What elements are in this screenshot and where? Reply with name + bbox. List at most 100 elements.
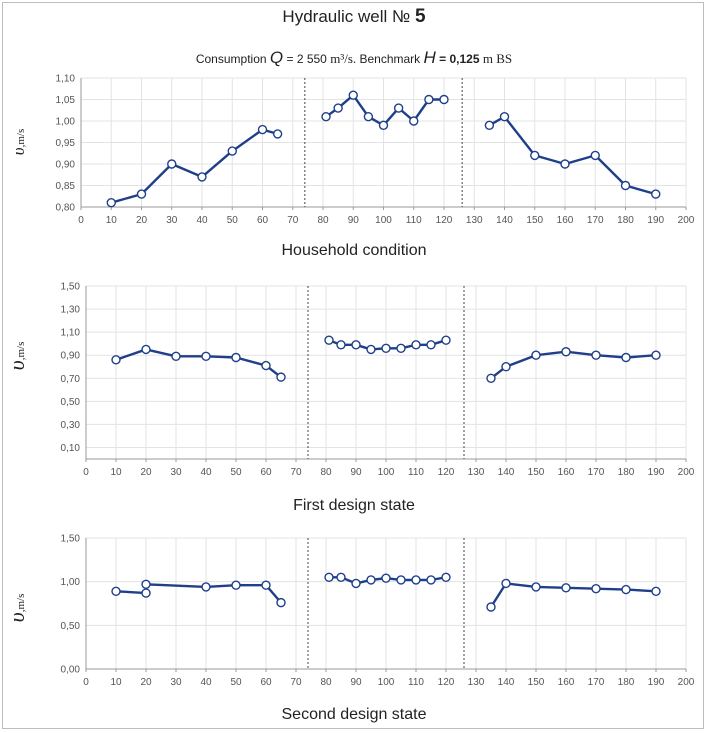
data-point xyxy=(561,583,571,593)
caption-second-design-state: Second design state xyxy=(281,706,427,723)
data-point xyxy=(409,116,419,126)
x-tick-label: 180 xyxy=(618,467,635,478)
y-tick-label: 1,00 xyxy=(56,117,76,128)
x-tick-label: 140 xyxy=(498,677,515,688)
data-point xyxy=(411,340,421,350)
x-tick-label: 80 xyxy=(320,677,332,688)
x-tick-label: 130 xyxy=(466,215,483,226)
x-tick-label: 80 xyxy=(317,215,329,226)
q-value: = 2 550 xyxy=(286,52,327,66)
x-tick-label: 70 xyxy=(290,467,302,478)
y-tick-label: 0,70 xyxy=(61,374,81,385)
data-point xyxy=(426,575,436,585)
data-point xyxy=(333,103,343,113)
series-line-segment-1 xyxy=(115,583,282,604)
data-point xyxy=(324,335,334,345)
y-tick-label: 1,50 xyxy=(61,282,81,293)
x-tick-label: 160 xyxy=(557,215,574,226)
chart-household: 0 10 20 30 40 50 60 70 80 90 100 110 120 130 140 150 160… xyxy=(9,74,695,227)
data-point xyxy=(381,343,391,353)
x-tick-label: 60 xyxy=(260,467,272,478)
data-point xyxy=(651,189,661,199)
data-point xyxy=(560,159,570,169)
y-tick-label: 0,90 xyxy=(61,351,81,362)
x-tick-label: 170 xyxy=(588,677,605,688)
x-tick-label: 90 xyxy=(350,467,362,478)
data-point xyxy=(441,572,451,582)
data-point xyxy=(396,343,406,353)
data-point xyxy=(201,582,211,592)
data-point xyxy=(136,189,147,199)
x-tick-label: 150 xyxy=(528,467,545,478)
x-tick-label: 160 xyxy=(558,677,575,688)
data-point xyxy=(366,344,376,355)
data-point xyxy=(141,579,151,589)
data-point xyxy=(561,347,571,357)
x-tick-label: 110 xyxy=(408,677,424,688)
data-point xyxy=(261,580,271,590)
x-tick-label: 50 xyxy=(230,467,242,478)
series-line-segment-1 xyxy=(110,128,278,204)
x-tick-label: 20 xyxy=(136,215,148,226)
data-point xyxy=(171,351,181,362)
x-tick-label: 40 xyxy=(200,677,212,688)
y-axis-symbol: υ xyxy=(4,360,29,370)
title-number: 5 xyxy=(414,6,426,27)
data-point xyxy=(411,575,421,585)
y-tick-label: 1,50 xyxy=(61,534,81,545)
x-tick-label: 150 xyxy=(526,215,543,226)
x-tick-label: 0 xyxy=(83,467,89,478)
y-tick-label: 1,10 xyxy=(56,74,76,85)
x-tick-label: 120 xyxy=(438,677,455,688)
data-point xyxy=(351,578,361,589)
data-point xyxy=(276,597,286,608)
x-tick-label: 190 xyxy=(648,467,665,478)
data-point xyxy=(396,575,406,585)
data-point xyxy=(231,580,241,590)
x-tick-label: 80 xyxy=(320,467,332,478)
y-tick-label: 1,05 xyxy=(56,95,76,106)
data-point xyxy=(531,582,541,592)
x-tick-label: 10 xyxy=(106,215,118,226)
data-point xyxy=(621,584,631,595)
data-point xyxy=(336,572,346,582)
data-point xyxy=(621,352,631,363)
data-point xyxy=(141,344,151,355)
y-tick-label: 0,30 xyxy=(61,420,81,431)
data-point xyxy=(426,340,436,350)
x-tick-label: 0 xyxy=(83,677,89,688)
y-tick-label: 0,95 xyxy=(56,138,76,149)
data-point xyxy=(381,573,391,583)
series-line-segment-3 xyxy=(489,582,657,608)
x-tick-label: 200 xyxy=(678,677,695,688)
data-point xyxy=(321,111,331,122)
y-tick-label: 1,30 xyxy=(61,305,81,316)
x-tick-label: 100 xyxy=(375,215,392,226)
figure-subtitle: Consumption Q = 2 550 m³/s. Benchmark H … xyxy=(0,48,708,68)
y-tick-label: 0,80 xyxy=(56,203,76,214)
x-tick-label: 140 xyxy=(496,215,513,226)
data-point xyxy=(111,586,121,596)
x-tick-label: 60 xyxy=(257,215,269,226)
y-tick-label: 0,50 xyxy=(61,621,81,632)
y-axis-unit: ,m/s xyxy=(15,342,27,361)
data-point xyxy=(501,362,511,372)
x-tick-label: 110 xyxy=(408,467,424,478)
x-tick-label: 150 xyxy=(528,677,545,688)
series-line-segment-3 xyxy=(488,115,657,196)
x-tick-label: 200 xyxy=(678,215,695,226)
x-tick-label: 200 xyxy=(678,467,695,478)
y-axis-symbol: υ xyxy=(4,612,29,622)
title-text: Hydraulic well № xyxy=(282,7,411,26)
y-axis-symbol: υ xyxy=(9,147,28,155)
data-point xyxy=(486,373,496,383)
x-tick-label: 100 xyxy=(378,677,395,688)
y-axis-unit: ,m/s xyxy=(15,129,27,148)
data-point xyxy=(336,340,346,350)
x-tick-label: 20 xyxy=(140,677,152,688)
x-tick-label: 100 xyxy=(378,467,395,478)
x-tick-label: 190 xyxy=(647,215,664,226)
y-tick-label: 0,90 xyxy=(56,160,76,171)
chart-first: 0 10 20 30 40 50 60 70 80 90 100 110 120 130 140 150 160… xyxy=(4,282,695,479)
x-tick-label: 40 xyxy=(196,215,208,226)
